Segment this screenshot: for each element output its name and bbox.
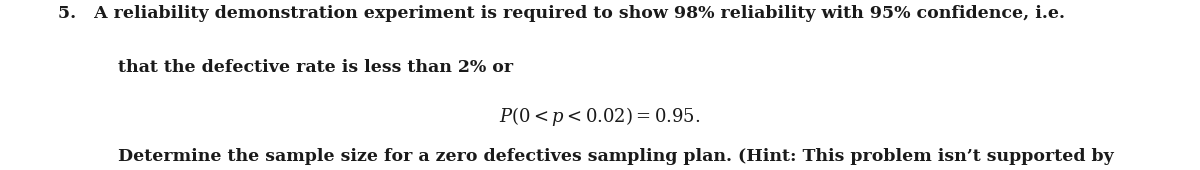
Text: that the defective rate is less than 2% or: that the defective rate is less than 2% …: [118, 59, 512, 76]
Text: $P(0 < p < 0.02) = 0.95.$: $P(0 < p < 0.02) = 0.95.$: [499, 105, 701, 128]
Text: 5.   A reliability demonstration experiment is required to show 98% reliability : 5. A reliability demonstration experimen…: [58, 5, 1064, 22]
Text: Determine the sample size for a zero defectives sampling plan. (Hint: This probl: Determine the sample size for a zero def…: [118, 148, 1114, 165]
